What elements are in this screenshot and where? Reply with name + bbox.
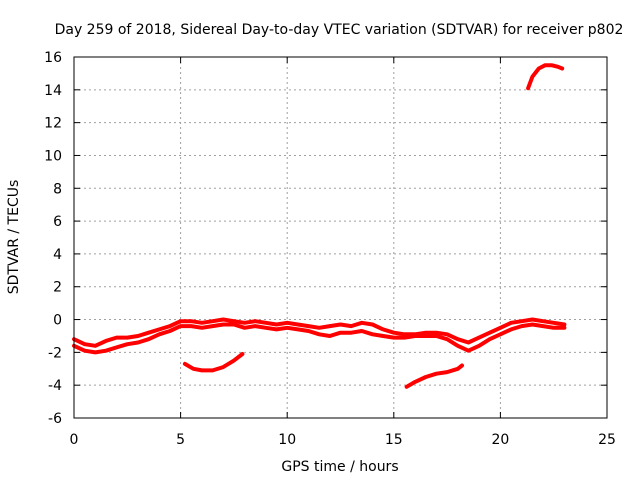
y-tick-label: 0 bbox=[53, 313, 62, 329]
plot-series bbox=[72, 63, 567, 389]
series-dip-around-6h bbox=[182, 352, 245, 373]
x-tick-label: 15 bbox=[385, 432, 403, 448]
series-main-band-upper bbox=[72, 317, 567, 348]
x-tick-label: 10 bbox=[278, 432, 296, 448]
y-tick-label: 12 bbox=[44, 116, 62, 132]
axis-ticks: 0 5 10 15 20 25 -6 -4 -2 0 2 4 6 8 10 12 14 16 bbox=[44, 50, 616, 448]
x-tick-label: 20 bbox=[491, 432, 509, 448]
plot-frame bbox=[73, 56, 608, 419]
y-tick-label: 16 bbox=[44, 50, 62, 66]
y-tick-label: 6 bbox=[53, 214, 62, 230]
y-tick-label: 14 bbox=[44, 83, 62, 99]
y-tick-label: -4 bbox=[48, 378, 62, 394]
y-tick-label: 2 bbox=[53, 280, 62, 296]
y-tick-label: 10 bbox=[44, 148, 62, 164]
series-spike-around-22h bbox=[526, 63, 565, 91]
x-tick-label: 5 bbox=[176, 432, 185, 448]
series-dip-around-17h bbox=[404, 363, 464, 389]
y-tick-label: 8 bbox=[53, 181, 62, 197]
y-axis-label: SDTVAR / TECUs bbox=[6, 180, 22, 295]
grid bbox=[74, 57, 607, 418]
y-tick-label: -6 bbox=[48, 411, 62, 427]
y-tick-label: 4 bbox=[53, 247, 62, 263]
y-tick-label: -2 bbox=[48, 345, 62, 361]
x-tick-label: 0 bbox=[70, 432, 79, 448]
x-axis-label: GPS time / hours bbox=[281, 459, 398, 475]
x-tick-label: 25 bbox=[598, 432, 616, 448]
series-main-band-lower bbox=[72, 322, 567, 355]
chart-title: Day 259 of 2018, Sidereal Day-to-day VTE… bbox=[55, 22, 624, 38]
